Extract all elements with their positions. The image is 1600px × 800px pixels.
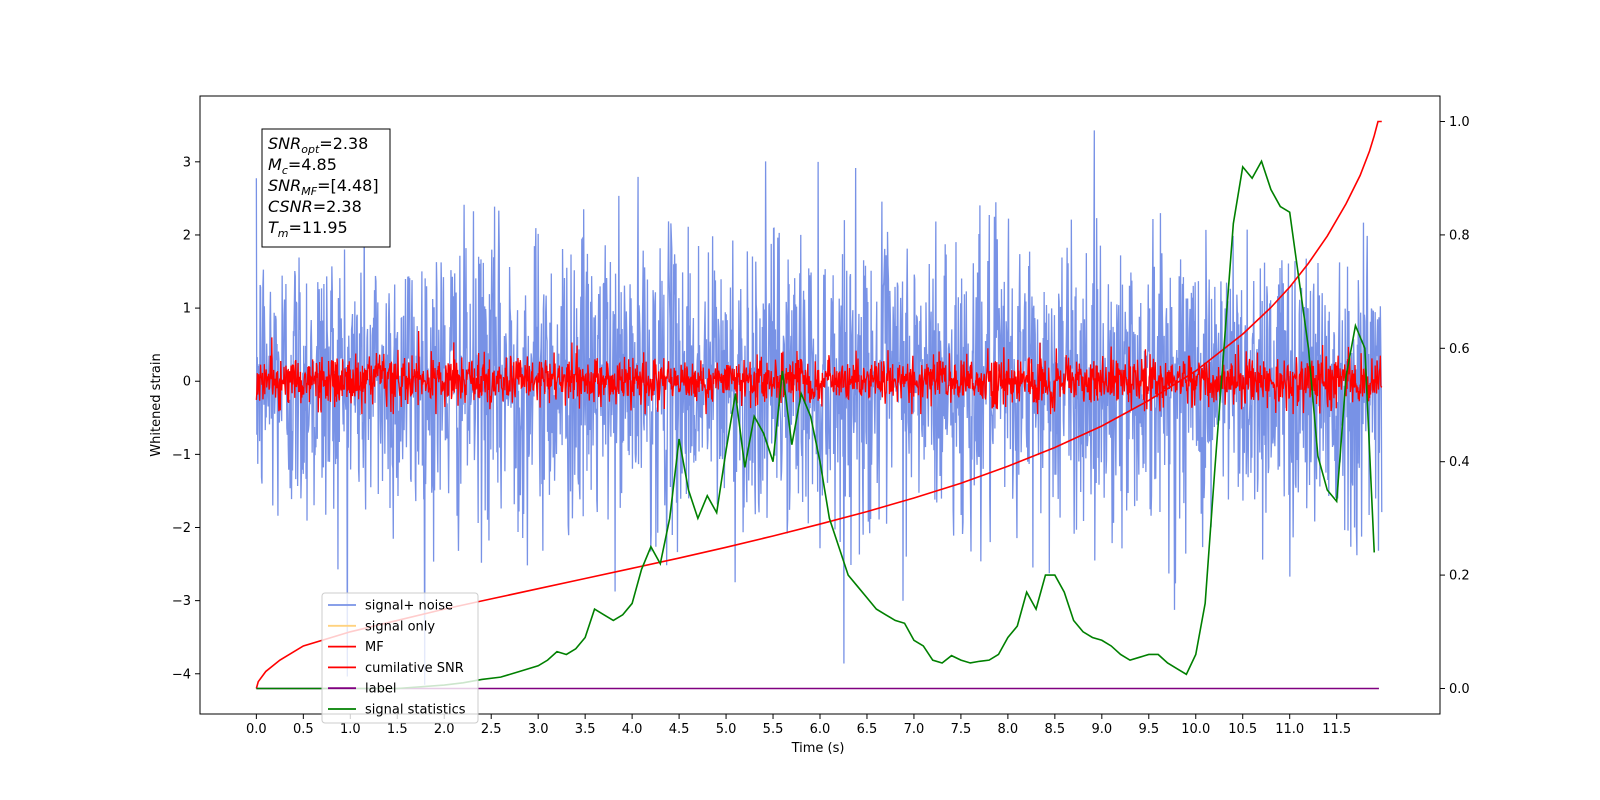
x-tick-label: 11.0 [1275,722,1304,737]
legend-label: signal only [365,619,435,634]
y-tick-label: −1 [172,448,191,463]
y-axis-right: 1.0 0.8 0.6 0.4 0.2 0.0 [1440,115,1470,697]
x-tick-label: 1.0 [340,722,361,737]
x-tick-label: 2.0 [434,722,455,737]
x-axis-label: Time (s) [791,741,845,756]
y2-tick-label: 0.6 [1449,342,1470,357]
annotation-line: Mc=4.85 [268,155,337,177]
x-tick-label: 7.5 [951,722,972,737]
x-tick-label: 4.0 [622,722,643,737]
x-tick-label: 5.5 [763,722,784,737]
x-tick-label: 8.0 [998,722,1019,737]
y-tick-label: −3 [172,594,191,609]
annotation-line: SNRopt=2.38 [268,134,368,156]
y2-tick-label: 0.8 [1449,228,1470,243]
legend-label: MF [365,640,384,655]
x-tick-label: 8.5 [1045,722,1066,737]
annotation-line: SNRMF=[4.48] [268,176,379,198]
x-tick-label: 3.5 [575,722,596,737]
y-tick-label: 3 [183,155,191,170]
y2-tick-label: 0.0 [1449,682,1470,697]
x-tick-label: 2.5 [481,722,502,737]
y-tick-label: 1 [183,302,191,317]
y-axis-label: Whitened strain [149,353,164,456]
legend-frame [321,592,479,724]
x-tick-label: 5.0 [716,722,737,737]
legend-label: signal+ noise [365,599,453,614]
x-tick-label: 10.0 [1181,722,1210,737]
x-tick-label: 6.0 [810,722,831,737]
legend-label: signal statistics [365,703,466,718]
y-axis-left: 3 2 1 0 −1 −2 −3 −4 [172,155,200,682]
y-tick-label: 0 [183,375,191,390]
x-tick-label: 3.0 [528,722,549,737]
series-mf-line [255,330,1383,415]
series-signal-noise-line [255,130,1383,685]
x-tick-label: 7.0 [904,722,925,737]
y2-tick-label: 0.2 [1449,569,1470,584]
annotation-line: Tm=11.95 [268,218,348,240]
x-tick-label: 11.5 [1322,722,1351,737]
x-tick-label: 0.5 [293,722,314,737]
legend-label: cumilative SNR [365,661,464,676]
x-axis: 0.0 0.5 1.0 1.5 2.0 2.5 3.0 3.5 4.0 4.5 5.0 5.5 6.0 6… [246,714,1351,737]
x-tick-label: 10.5 [1228,722,1257,737]
series-signal-statistics-line [256,159,1376,690]
x-tick-label: 9.5 [1138,722,1159,737]
x-tick-label: 9.0 [1091,722,1112,737]
annotation-frame [261,128,391,248]
annotation-line: CSNR=2.38 [268,197,362,216]
y-tick-label: −2 [172,521,191,536]
x-tick-label: 4.5 [669,722,690,737]
y2-tick-label: 1.0 [1449,115,1470,130]
x-tick-label: 6.5 [857,722,878,737]
x-tick-label: 0.0 [246,722,267,737]
legend: signal+ noise signal only MF cumilative SNR… [321,592,479,724]
y-tick-label: −4 [172,667,191,682]
y2-tick-label: 0.4 [1449,455,1470,470]
legend-label: label [365,682,396,697]
y-tick-label: 2 [183,228,191,243]
x-tick-label: 1.5 [387,722,408,737]
